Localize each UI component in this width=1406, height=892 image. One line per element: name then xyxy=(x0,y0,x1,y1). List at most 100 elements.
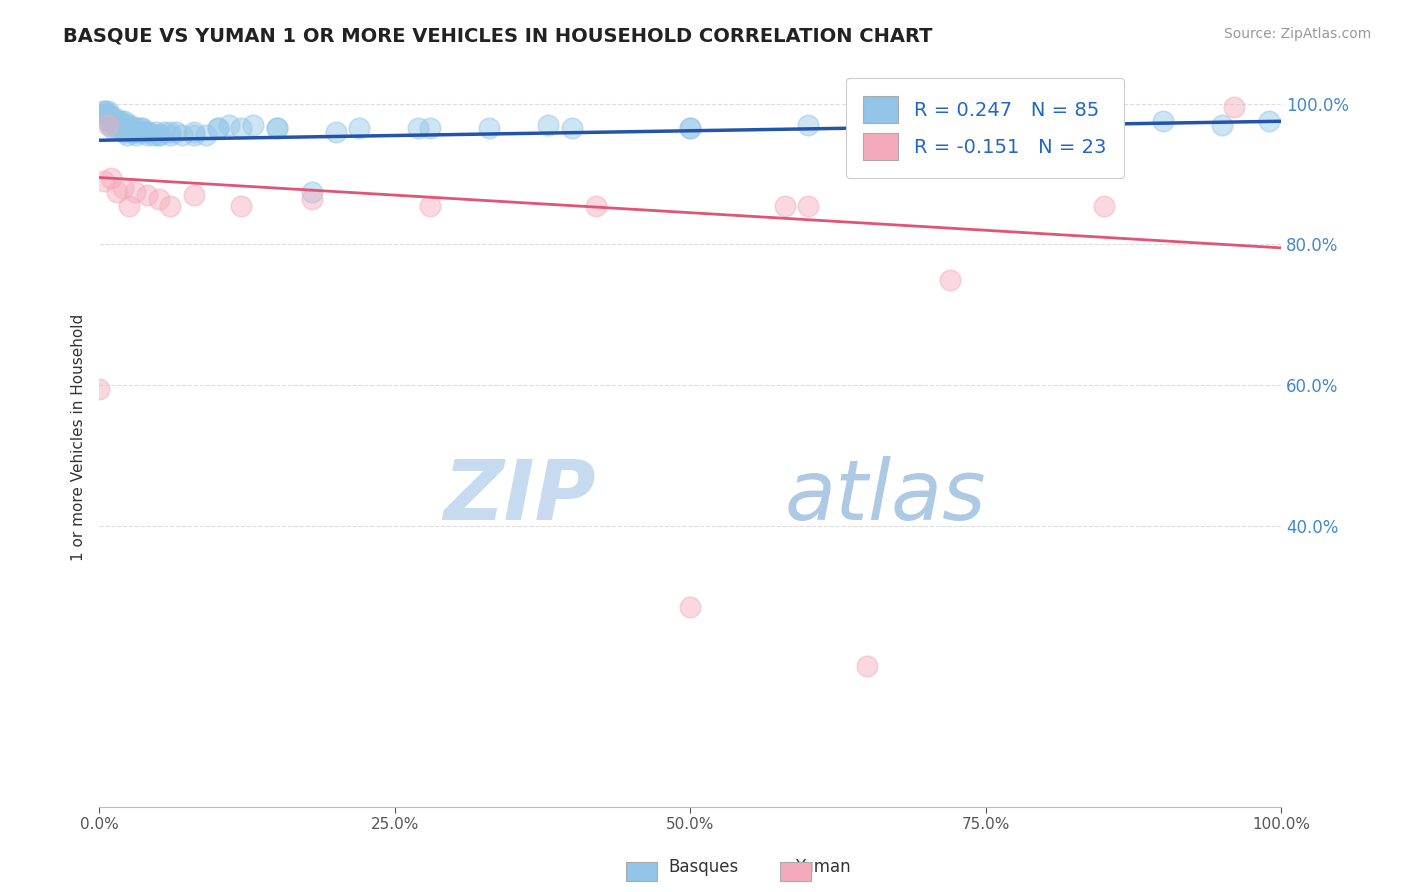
Point xyxy=(153,125,176,139)
Point xyxy=(231,121,253,136)
Point xyxy=(165,125,187,139)
Point xyxy=(159,199,181,213)
Point xyxy=(183,125,205,139)
Point xyxy=(97,114,120,128)
Point xyxy=(419,121,441,136)
Point xyxy=(856,121,879,136)
Point xyxy=(301,192,323,206)
Point xyxy=(111,118,134,132)
Point xyxy=(101,121,124,136)
Point xyxy=(561,121,583,136)
Point xyxy=(1258,114,1281,128)
Point xyxy=(183,188,205,202)
Point xyxy=(207,121,229,136)
Point xyxy=(124,125,146,139)
Point xyxy=(98,118,121,132)
Point xyxy=(1033,118,1056,132)
Point xyxy=(115,128,138,143)
Point xyxy=(679,121,702,136)
Point xyxy=(98,111,121,125)
Point xyxy=(112,121,135,136)
Point xyxy=(159,128,181,143)
Point xyxy=(97,118,120,132)
Point xyxy=(121,125,143,139)
Point xyxy=(142,128,165,143)
Point xyxy=(135,188,157,202)
Point xyxy=(111,121,134,136)
Text: ZIP: ZIP xyxy=(443,457,596,537)
Point xyxy=(797,199,820,213)
Point xyxy=(679,599,702,614)
Point xyxy=(349,121,371,136)
Point xyxy=(131,121,153,136)
Point xyxy=(112,114,135,128)
Point xyxy=(100,114,122,128)
Point xyxy=(91,103,114,118)
Point xyxy=(242,118,264,132)
Point xyxy=(118,121,141,136)
Point xyxy=(1092,199,1115,213)
Point xyxy=(124,185,146,199)
Point xyxy=(128,125,150,139)
Text: BASQUE VS YUMAN 1 OR MORE VEHICLES IN HOUSEHOLD CORRELATION CHART: BASQUE VS YUMAN 1 OR MORE VEHICLES IN HO… xyxy=(63,27,932,45)
Text: atlas: atlas xyxy=(785,457,987,537)
Point xyxy=(679,121,702,136)
Point xyxy=(108,118,131,132)
Point xyxy=(325,125,347,139)
Point xyxy=(89,382,111,396)
Point xyxy=(94,103,117,118)
Point xyxy=(104,118,127,132)
Point xyxy=(127,121,149,136)
Point xyxy=(266,121,288,136)
Point xyxy=(478,121,501,136)
Point xyxy=(218,118,240,132)
Point xyxy=(118,199,141,213)
Point xyxy=(585,199,607,213)
Point xyxy=(135,125,157,139)
Point xyxy=(159,125,181,139)
Point xyxy=(105,121,128,136)
Point xyxy=(121,125,143,139)
Point xyxy=(96,107,118,121)
Point xyxy=(148,128,170,143)
Point xyxy=(856,659,879,673)
Point xyxy=(100,170,122,185)
Point xyxy=(231,199,253,213)
Point xyxy=(115,121,138,136)
Point xyxy=(194,128,217,143)
Point xyxy=(148,192,170,206)
Point xyxy=(97,107,120,121)
Point xyxy=(773,199,796,213)
Point xyxy=(537,118,560,132)
Point xyxy=(266,121,288,136)
Point xyxy=(1152,114,1174,128)
Point xyxy=(122,121,145,136)
Text: Basques: Basques xyxy=(668,858,738,876)
Point xyxy=(125,128,148,143)
Point xyxy=(419,199,441,213)
Point xyxy=(148,128,170,143)
Legend: R = 0.247   N = 85, R = -0.151   N = 23: R = 0.247 N = 85, R = -0.151 N = 23 xyxy=(845,78,1123,178)
Point xyxy=(104,114,127,128)
Point xyxy=(107,114,129,128)
Point xyxy=(120,121,142,136)
Point xyxy=(134,125,156,139)
Point xyxy=(183,128,205,143)
Point xyxy=(172,128,194,143)
Point xyxy=(301,185,323,199)
Point xyxy=(207,121,229,136)
Point xyxy=(105,185,128,199)
Point xyxy=(97,103,120,118)
Point xyxy=(138,125,160,139)
Point xyxy=(108,118,131,132)
Point xyxy=(1211,118,1233,132)
Point xyxy=(101,111,124,125)
Point xyxy=(112,125,135,139)
Text: Yuman: Yuman xyxy=(794,858,851,876)
Point xyxy=(120,118,142,132)
Point xyxy=(408,121,430,136)
Point xyxy=(117,118,139,132)
Point xyxy=(105,118,128,132)
Point xyxy=(939,272,962,286)
Point xyxy=(915,121,938,136)
